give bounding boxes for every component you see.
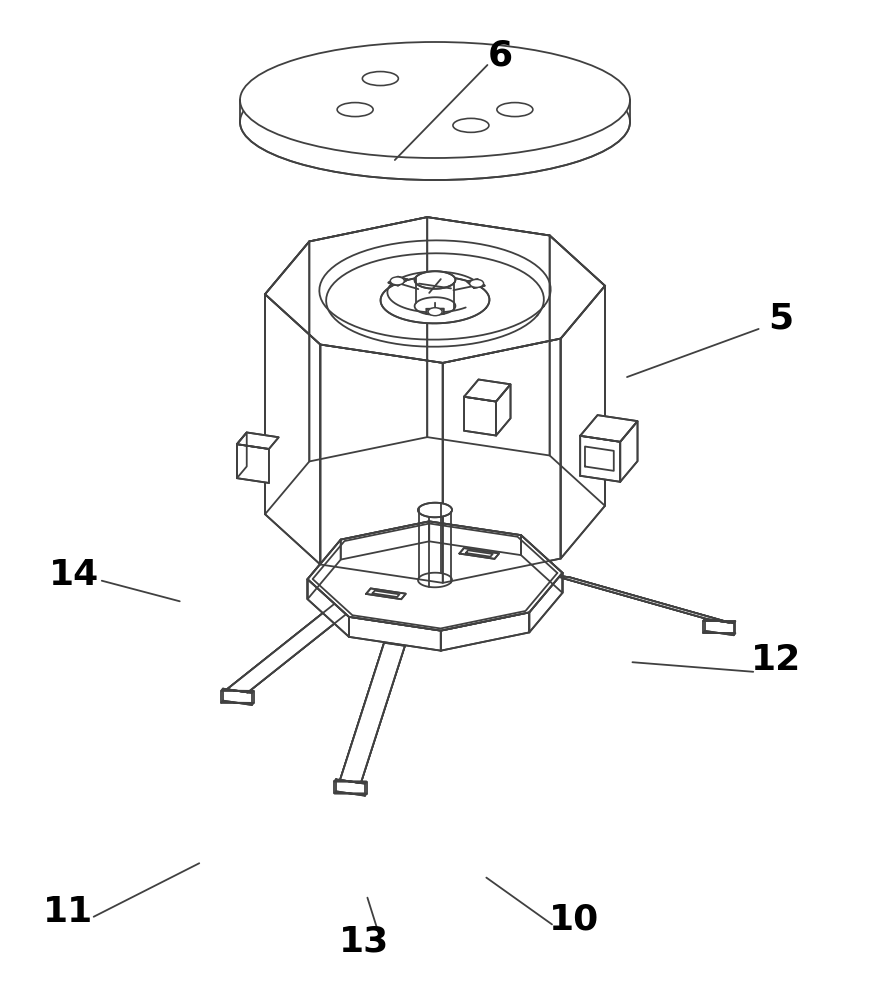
Polygon shape — [581, 436, 620, 482]
Polygon shape — [349, 617, 441, 651]
Polygon shape — [467, 279, 485, 288]
Ellipse shape — [362, 72, 398, 86]
Polygon shape — [221, 701, 253, 705]
Polygon shape — [418, 503, 452, 517]
Polygon shape — [381, 277, 489, 323]
Polygon shape — [521, 535, 562, 593]
Ellipse shape — [337, 103, 373, 117]
Polygon shape — [464, 380, 510, 402]
Ellipse shape — [453, 118, 488, 132]
Polygon shape — [265, 294, 320, 565]
Polygon shape — [550, 235, 605, 506]
Polygon shape — [415, 271, 455, 289]
Text: 6: 6 — [488, 38, 512, 72]
Polygon shape — [237, 432, 246, 478]
Polygon shape — [334, 779, 367, 784]
Polygon shape — [460, 548, 499, 559]
Ellipse shape — [390, 277, 404, 285]
Polygon shape — [221, 689, 253, 693]
Polygon shape — [427, 217, 550, 455]
Polygon shape — [366, 588, 406, 599]
Ellipse shape — [240, 42, 630, 158]
Polygon shape — [310, 217, 427, 461]
Polygon shape — [334, 791, 367, 796]
Polygon shape — [308, 540, 341, 599]
Polygon shape — [265, 241, 310, 514]
Text: 13: 13 — [339, 925, 389, 959]
Text: 5: 5 — [768, 301, 793, 335]
Polygon shape — [237, 444, 269, 483]
Polygon shape — [340, 643, 405, 783]
Text: 10: 10 — [549, 903, 600, 937]
Polygon shape — [340, 643, 405, 783]
Polygon shape — [441, 612, 529, 651]
Polygon shape — [265, 217, 605, 363]
Ellipse shape — [469, 279, 483, 287]
Polygon shape — [389, 277, 408, 286]
Polygon shape — [227, 601, 359, 692]
Polygon shape — [320, 345, 443, 583]
Text: 11: 11 — [43, 895, 94, 929]
Polygon shape — [496, 384, 510, 436]
Polygon shape — [550, 574, 730, 623]
Text: 12: 12 — [751, 643, 802, 677]
Ellipse shape — [240, 64, 630, 180]
Polygon shape — [429, 521, 521, 555]
Polygon shape — [620, 421, 638, 482]
Polygon shape — [560, 286, 605, 559]
Polygon shape — [703, 631, 736, 635]
Polygon shape — [703, 619, 736, 623]
Ellipse shape — [497, 103, 533, 117]
Polygon shape — [341, 521, 429, 560]
Polygon shape — [308, 579, 349, 637]
Polygon shape — [581, 415, 638, 442]
Ellipse shape — [428, 308, 442, 316]
Text: 14: 14 — [49, 558, 100, 592]
Polygon shape — [464, 397, 496, 436]
Polygon shape — [426, 309, 444, 314]
Polygon shape — [308, 521, 562, 631]
Polygon shape — [227, 601, 359, 692]
Polygon shape — [237, 432, 279, 449]
Polygon shape — [443, 339, 560, 583]
Polygon shape — [529, 573, 562, 632]
Polygon shape — [550, 574, 730, 623]
